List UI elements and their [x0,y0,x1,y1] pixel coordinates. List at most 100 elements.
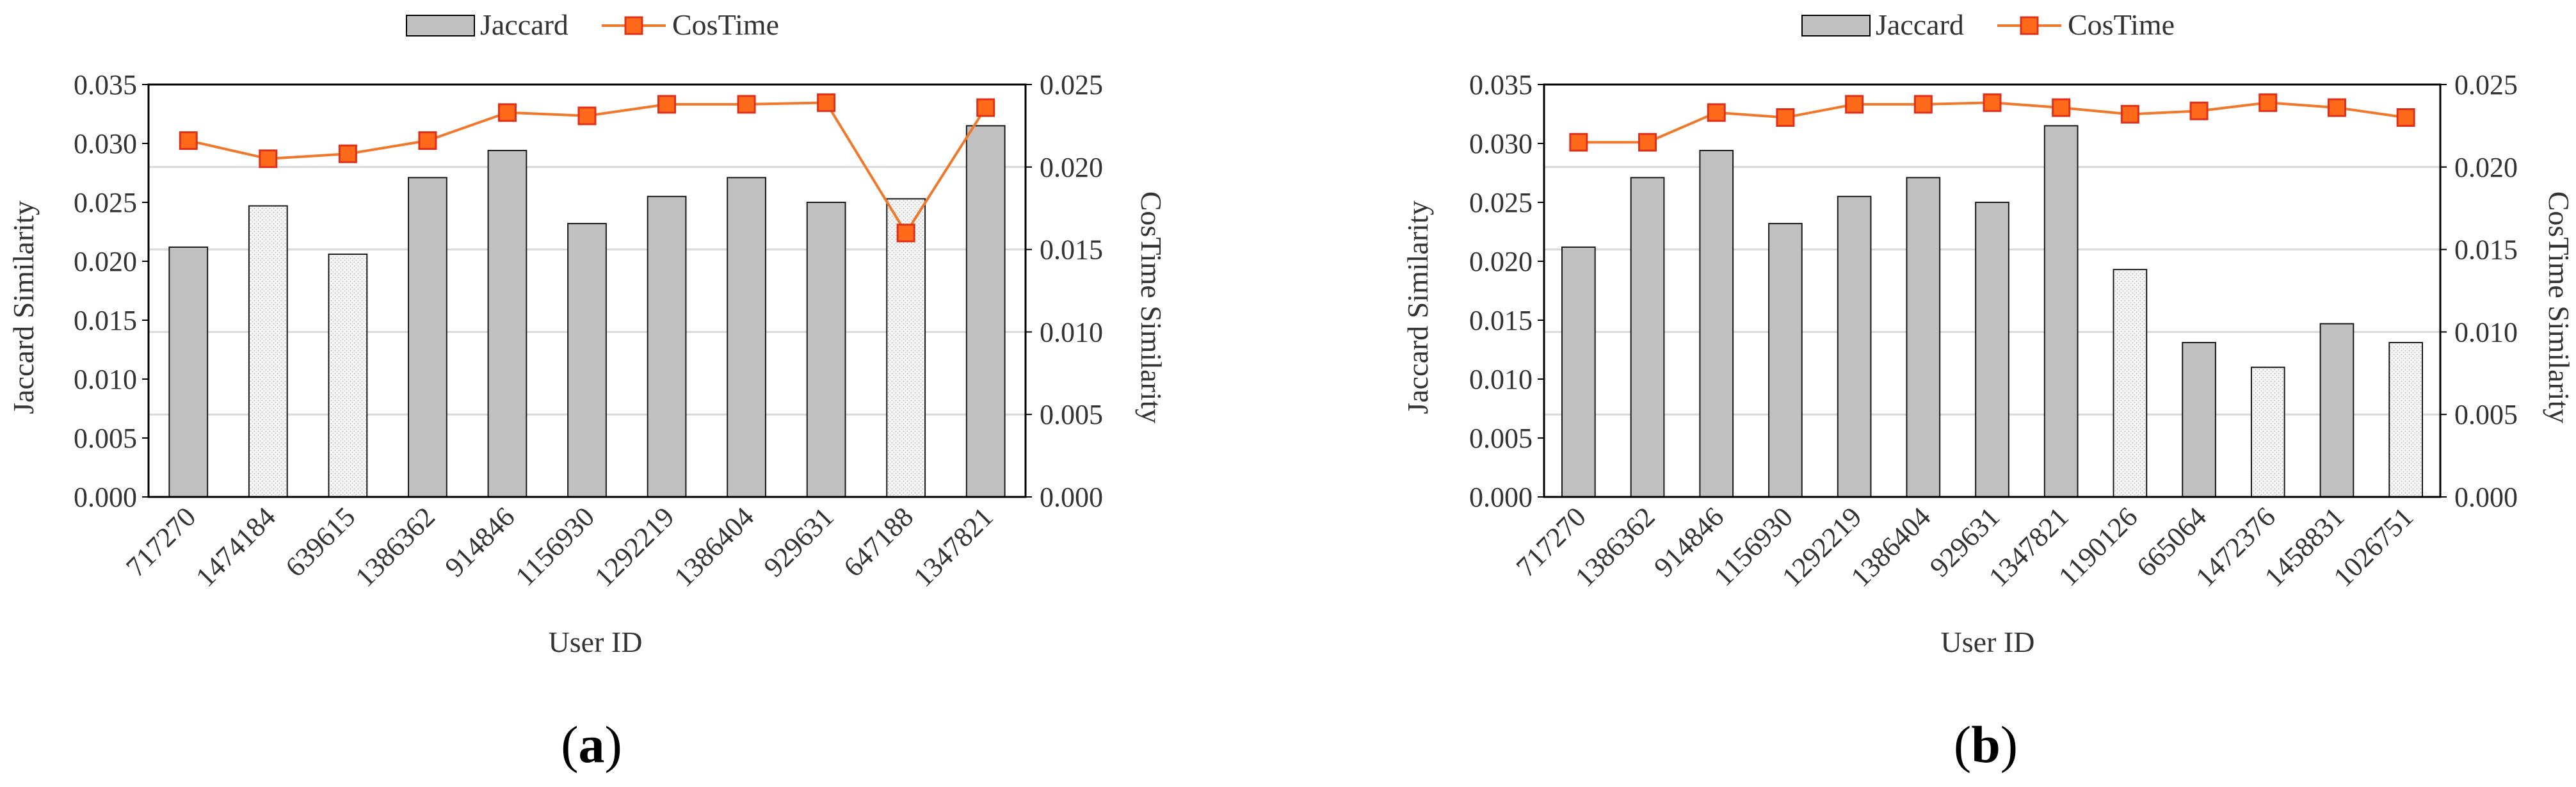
bar [886,198,926,498]
y-tick-label: 0.030 [1469,128,1533,159]
y2-tick-label: 0.005 [2454,399,2518,430]
xlabel-a: User ID [549,626,643,658]
bar [1906,177,1941,498]
y2-tick-label: 0.020 [2454,152,2518,183]
bar [2388,341,2423,498]
x-tick-label: 1156930 [510,501,600,592]
bar [2319,323,2355,498]
panel-label-a-letter: a [579,715,605,774]
line-point [2327,98,2346,117]
y2-tick-label: 0.020 [1040,152,1103,183]
bar [2113,268,2148,498]
x-tick-label: 1386404 [668,501,761,593]
y-tick-label: 0.020 [1469,246,1533,277]
y-tick-label: 0.015 [74,305,137,336]
xticks-a: 7172701474184639615138636291484611569301… [120,501,999,593]
bar [567,223,607,498]
bar [806,202,846,498]
legend-costime-label: CosTime [2068,8,2175,41]
line-point [259,149,278,168]
y-tick-label: 0.010 [74,364,137,395]
panel-label-a-open: ( [561,715,578,774]
line-point [2258,93,2278,112]
y-tick-label: 0.005 [74,423,137,454]
panel-label-a-close: ) [605,715,622,774]
y-tick-label: 0.030 [74,128,137,159]
legend-jaccard-label: Jaccard [480,8,568,41]
legend-jaccard-label: Jaccard [1876,8,1964,41]
legend-a: Jaccard CosTime [406,8,779,41]
y2label-a: CosTime Similarity [1135,191,1168,424]
line-point [2396,108,2415,127]
line-point [817,93,836,112]
line-point [896,223,915,243]
panel-label-b-open: ( [1954,715,1971,774]
axes-a [147,83,1027,498]
panel-label-b: (b) [1954,715,2018,774]
axes-b [1543,83,2442,498]
line-point [338,144,357,163]
ticks-b: 0.000 0.005 0.010 0.015 0.020 0.025 0.000 0.005… [1469,69,2518,513]
bar [1630,177,1665,498]
y2-tick-label: 0.015 [2454,234,2518,266]
y-tick-label: 0.005 [1469,423,1533,454]
x-tick-label: 1474184 [189,501,282,593]
ylabel-a: Jaccard Similarity [7,200,40,414]
y2-tick-label: 0.010 [2454,316,2518,348]
y-tick-label: 0.035 [74,69,137,101]
line-point [179,131,198,150]
y2-tick-label: 0.000 [1040,482,1103,513]
line-point [2052,98,2071,117]
line-point [1845,95,1864,114]
bar [328,253,368,498]
legend-costime-marker [624,16,643,35]
line-point [1707,103,1726,122]
bar [2250,366,2285,498]
bar [2182,341,2216,498]
bar [248,205,288,498]
x-tick-label: 914846 [439,501,521,583]
plot-frame [1543,83,2442,498]
y2-tick-label: 0.005 [1040,399,1103,430]
line-point [1776,108,1795,127]
xlabel-b: User ID [1941,626,2035,658]
y-tick-label: 0.000 [74,482,137,513]
y2-tick-label: 0.015 [1040,234,1103,266]
line-point [1983,93,2002,112]
line-point [577,106,597,126]
x-tick-label: 1347821 [907,501,999,593]
bar [168,246,209,498]
bar [408,177,447,498]
ylabel-b: Jaccard Similarity [1401,200,1434,414]
bar [727,177,766,498]
bar [1975,202,2009,498]
chart-a: Jaccard CosTime 0.000 0.005 0.010 0.015 0.02… [7,8,1168,774]
line-point [2120,104,2139,124]
y2-tick-label: 0.000 [2454,482,2518,513]
xticks-b: 7172701386362914846115693012922191386404… [1510,501,2419,593]
bar [487,150,527,498]
bars-b [1561,125,2423,498]
line-point [1913,95,1933,114]
line-a [179,93,995,243]
x-tick-label: 1292219 [588,501,680,593]
chart-b: Jaccard CosTime 0.000 0.005 0.010 0.015 0.02… [1401,8,2575,774]
y2-tick-label: 0.010 [1040,316,1103,348]
line-point [657,95,677,114]
bar [1699,150,1734,498]
legend-b: Jaccard CosTime [1801,8,2175,41]
y2-tick-label: 0.025 [1040,69,1103,101]
line-point [1638,133,1657,152]
y-tick-label: 0.020 [74,246,137,277]
bar [1768,223,1803,498]
y-tick-label: 0.010 [1469,364,1533,395]
bar [647,195,687,498]
legend-jaccard-swatch [406,15,475,37]
bar [1561,246,1596,498]
plot-frame [147,83,1027,498]
y-tick-label: 0.025 [74,187,137,218]
x-tick-label: 929631 [758,501,840,583]
y-tick-label: 0.025 [1469,187,1533,218]
bar [2043,125,2079,498]
